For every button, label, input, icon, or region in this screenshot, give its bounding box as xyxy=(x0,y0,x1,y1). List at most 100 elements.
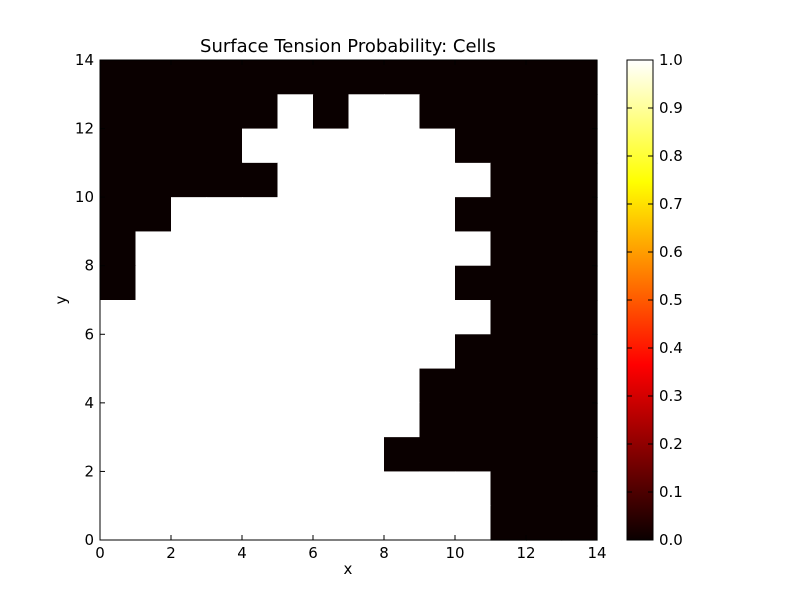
heatmap-cell xyxy=(100,162,137,198)
heatmap-cell xyxy=(526,265,563,301)
heatmap-cell xyxy=(490,162,527,198)
x-tick-label: 12 xyxy=(516,544,535,562)
heatmap-cell xyxy=(135,265,172,301)
heatmap-cell xyxy=(135,300,172,335)
heatmap-cell xyxy=(455,197,492,233)
heatmap-cell xyxy=(135,471,172,507)
heatmap-cell xyxy=(455,60,492,95)
x-tick-label: 6 xyxy=(308,544,318,562)
heatmap-cell xyxy=(242,471,279,507)
heatmap-cell xyxy=(206,265,243,301)
heatmap-cell xyxy=(171,471,208,507)
y-axis-ticks: 0 2 4 6 8 10 12 14 xyxy=(75,51,597,549)
heatmap-cell xyxy=(277,94,314,130)
heatmap-cell xyxy=(242,128,279,164)
heatmap-cell xyxy=(419,300,456,335)
heatmap-cell xyxy=(348,94,385,130)
heatmap-cell xyxy=(277,197,314,233)
heatmap-cell xyxy=(171,197,208,233)
heatmap-cell xyxy=(313,265,350,301)
heatmap-cell xyxy=(526,162,563,198)
heatmap-cell xyxy=(348,197,385,233)
heatmap-cell xyxy=(242,300,279,335)
heatmap-cell xyxy=(561,60,598,95)
colorbar-tick-label: 0.9 xyxy=(659,99,683,117)
heatmap-cell xyxy=(561,402,598,438)
heatmap-cell xyxy=(242,197,279,233)
heatmap-cell xyxy=(242,162,279,198)
heatmap-cell xyxy=(455,128,492,164)
heatmap-cell xyxy=(171,505,208,541)
heatmap-cell xyxy=(171,60,208,95)
heatmap-cell xyxy=(135,437,172,473)
heatmap-cell xyxy=(526,368,563,404)
heatmap-cell xyxy=(100,128,137,164)
heatmap-cell xyxy=(206,197,243,233)
heatmap-cell xyxy=(135,505,172,541)
x-tick-label: 8 xyxy=(379,544,389,562)
heatmap-cell xyxy=(313,197,350,233)
heatmap-cell xyxy=(313,471,350,507)
heatmap-cell xyxy=(242,437,279,473)
heatmap-cell xyxy=(242,368,279,404)
colorbar-tick-label: 0.4 xyxy=(659,339,683,357)
heatmap-cell xyxy=(384,60,421,95)
heatmap-cells xyxy=(100,60,598,541)
heatmap-cell xyxy=(206,437,243,473)
heatmap-cell xyxy=(242,265,279,301)
heatmap-cell xyxy=(135,60,172,95)
heatmap-cell xyxy=(455,402,492,438)
heatmap-cell xyxy=(419,128,456,164)
heatmap-cell xyxy=(455,437,492,473)
heatmap-cell xyxy=(384,197,421,233)
heatmap-cell xyxy=(384,94,421,130)
heatmap-cell xyxy=(206,334,243,370)
heatmap-cell xyxy=(277,437,314,473)
heatmap-cell xyxy=(100,437,137,473)
heatmap-cell xyxy=(455,334,492,370)
heatmap-cell xyxy=(277,300,314,335)
heatmap-cell xyxy=(490,402,527,438)
heatmap-cell xyxy=(490,231,527,267)
heatmap-cell xyxy=(206,60,243,95)
colorbar-tick-label: 0.0 xyxy=(659,531,683,549)
colorbar-tick-label: 0.6 xyxy=(659,243,683,261)
heatmap-cell xyxy=(100,505,137,541)
heatmap-cell xyxy=(277,60,314,95)
heatmap-cell xyxy=(384,265,421,301)
heatmap-cell xyxy=(384,300,421,335)
y-tick-label: 8 xyxy=(84,257,94,275)
heatmap-cell xyxy=(242,505,279,541)
heatmap-cell xyxy=(455,265,492,301)
heatmap-cell xyxy=(313,128,350,164)
heatmap-cell xyxy=(100,265,137,301)
heatmap-cell xyxy=(384,437,421,473)
heatmap-cell xyxy=(277,265,314,301)
heatmap-cell xyxy=(135,197,172,233)
heatmap-cell xyxy=(206,94,243,130)
heatmap-cell xyxy=(490,471,527,507)
heatmap-cell xyxy=(171,437,208,473)
heatmap-cell xyxy=(242,60,279,95)
y-tick-label: 10 xyxy=(75,188,94,206)
heatmap-cell xyxy=(419,60,456,95)
heatmap-cell xyxy=(100,334,137,370)
heatmap-cell xyxy=(277,162,314,198)
colorbar-tick-label: 0.7 xyxy=(659,195,683,213)
heatmap-cell xyxy=(455,505,492,541)
heatmap-cell xyxy=(384,402,421,438)
heatmap-cell xyxy=(171,265,208,301)
heatmap-cell xyxy=(455,300,492,335)
heatmap-cell xyxy=(384,128,421,164)
heatmap-cell xyxy=(455,94,492,130)
heatmap-cell xyxy=(348,128,385,164)
heatmap-cell xyxy=(561,197,598,233)
heatmap-cell xyxy=(526,128,563,164)
heatmap-cell xyxy=(490,300,527,335)
heatmap-cell xyxy=(348,231,385,267)
x-tick-label: 4 xyxy=(237,544,247,562)
heatmap-cell xyxy=(419,94,456,130)
heatmap-cell xyxy=(526,300,563,335)
heatmap-cell xyxy=(313,94,350,130)
